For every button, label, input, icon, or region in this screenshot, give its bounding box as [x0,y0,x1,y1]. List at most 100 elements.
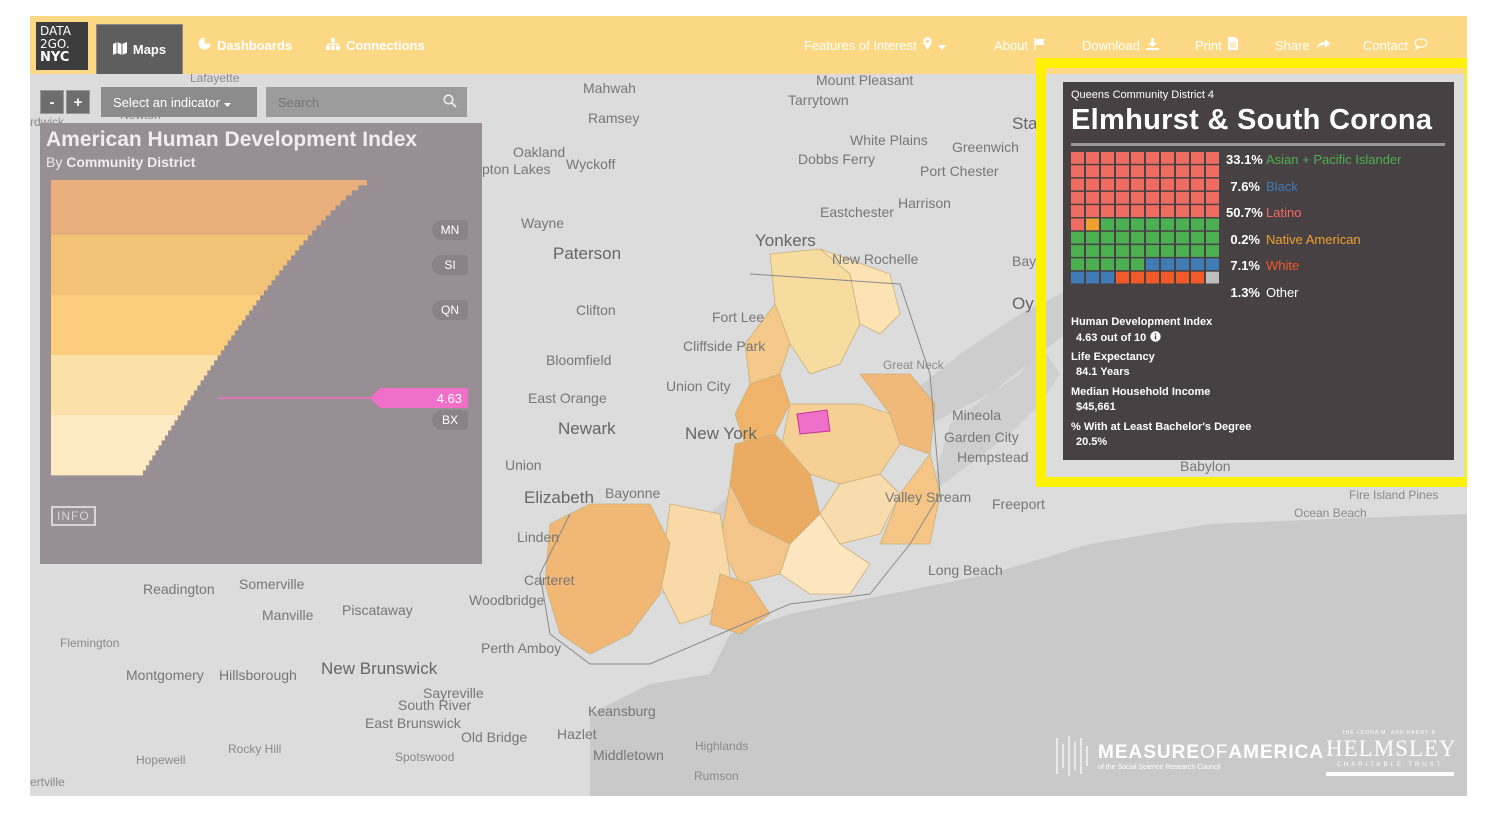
hdi-bar[interactable] [51,280,272,286]
hdi-bar[interactable] [51,220,322,226]
hdi-bar[interactable] [51,210,331,216]
nav-features-dropdown[interactable]: Features of Interest [804,16,946,74]
hdi-bar[interactable] [51,420,175,426]
hdi-bar[interactable] [51,285,268,291]
nav-contact-button[interactable]: Contact [1363,16,1428,74]
hdi-bar[interactable] [51,345,225,351]
hdi-bar[interactable] [51,335,232,341]
borough-marker-mn[interactable]: MN [432,220,468,240]
waffle-cell [1161,218,1174,231]
zoom-in-button[interactable]: + [66,90,90,114]
hdi-bar[interactable] [51,310,250,316]
hdi-bar[interactable] [51,405,185,411]
nav-dashboards-button[interactable]: Dashboards [198,16,292,74]
hdi-bar[interactable] [51,195,346,201]
map-label: East Brunswick [365,715,461,731]
hdi-bar[interactable] [51,395,191,401]
hdi-bar[interactable] [51,265,284,271]
hdi-bar[interactable] [51,295,261,301]
map-label: Fort Lee [712,309,765,325]
hdi-bar[interactable] [51,385,198,391]
hdi-bar[interactable] [51,185,359,191]
hdi-bar[interactable] [51,270,280,276]
hdi-bar[interactable] [51,255,292,261]
hdi-bar[interactable] [51,215,326,221]
nav-dashboards-label: Dashboards [217,37,293,53]
legend-percent: 0.2% [1230,231,1260,247]
waffle-cell [1116,205,1129,217]
waffle-cell [1101,165,1114,178]
search-icon[interactable] [443,94,457,113]
borough-marker-qn[interactable]: QN [432,300,468,320]
hdi-bar[interactable] [51,205,336,211]
nav-connections-button[interactable]: Connections [326,16,425,74]
nav-maps-button[interactable]: Maps [96,24,183,74]
hdi-bar[interactable] [51,320,242,326]
hdi-bar[interactable] [51,455,153,461]
indicator-select[interactable]: Select an indicator [101,87,257,117]
hdi-bar[interactable] [51,290,264,296]
hdi-bar[interactable] [51,380,201,386]
info-button[interactable]: INFO [51,506,96,526]
hdi-bar[interactable] [51,400,188,406]
hdi-bar[interactable] [51,235,308,241]
map-label: Readington [143,581,215,597]
zoom-out-button[interactable]: - [40,90,64,114]
helmsley-subtitle: CHARITABLE TRUST [1336,762,1444,768]
hdi-bar[interactable] [51,360,215,366]
hdi-bar[interactable] [51,245,300,251]
waffle-cell [1146,178,1159,191]
hdi-bar[interactable] [51,425,172,431]
waffle-cell [1071,231,1084,244]
hdi-bar[interactable] [51,240,304,246]
data2go-logo[interactable]: DATA 2GO. NYC [36,22,88,70]
hdi-bar[interactable] [51,375,204,381]
hdi-bar[interactable] [51,415,178,421]
helmsley-logo[interactable]: THE LEONA M. AND HARRY B. HELMSLEY CHARI… [1326,730,1456,776]
hdi-bar[interactable] [51,230,313,236]
hdi-bar[interactable] [51,465,147,471]
hdi-bar[interactable] [51,365,211,371]
hdi-bar[interactable] [51,180,367,186]
hdi-bar[interactable] [51,315,246,321]
hdi-bar[interactable] [51,440,162,446]
hdi-bar[interactable] [51,410,181,416]
hdi-bar[interactable] [51,200,341,206]
borough-marker-si[interactable]: SI [432,255,468,275]
waffle-cell [1101,218,1114,231]
hdi-bar[interactable] [51,275,276,281]
hdi-bar[interactable] [51,450,156,456]
hdi-bar[interactable] [51,325,239,331]
hdi-bar[interactable] [51,330,235,336]
hdi-bar[interactable] [51,470,143,476]
hdi-bar[interactable] [51,435,165,441]
legend-item: 33.1% Asian + Pacific Islander [1226,152,1401,167]
nav-print-button[interactable]: Print [1195,16,1238,74]
hdi-bar[interactable] [51,460,150,466]
info-circle-icon[interactable] [1150,331,1161,345]
app-window: Lafayette Mahwah Mount Pleasant Tarrytown Ra… [30,16,1467,796]
hdi-bar[interactable] [51,370,208,376]
hdi-bar[interactable] [51,190,352,196]
hdi-bar[interactable] [51,260,288,266]
search-input[interactable] [266,87,467,117]
hdi-bar[interactable] [51,305,253,311]
hdi-bar[interactable] [51,225,317,231]
nav-share-button[interactable]: Share [1275,16,1330,74]
nav-about-button[interactable]: About [994,16,1046,74]
legend-label: Asian + Pacific Islander [1266,152,1402,167]
hdi-bar[interactable] [51,250,296,256]
borough-marker-bx[interactable]: BX [432,410,468,430]
hdi-bar[interactable] [51,445,159,451]
hdi-bar[interactable] [51,390,194,396]
hdi-bar[interactable] [51,340,228,346]
nav-download-button[interactable]: Download [1082,16,1159,74]
hdi-bar[interactable] [51,430,169,436]
selected-district[interactable] [796,409,831,435]
hdi-bar[interactable] [51,350,221,356]
measure-of-america-logo[interactable]: MEASUREOFAMERICA of the Social Science R… [1054,734,1324,778]
hdi-bar[interactable] [51,300,257,306]
map-label: Dobbs Ferry [798,151,876,167]
hdi-bar[interactable] [51,355,218,361]
hdi-ranking-chart[interactable] [40,123,482,564]
